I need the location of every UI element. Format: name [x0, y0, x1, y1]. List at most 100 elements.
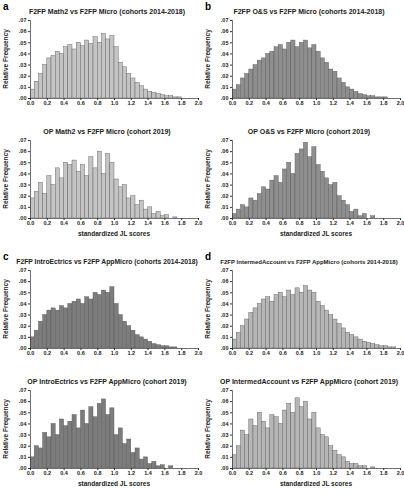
histogram-bar	[333, 450, 337, 468]
histogram-bar	[190, 218, 194, 219]
y-tick-label: .05	[19, 40, 27, 46]
x-axis: 0.00.20.40.60.81.01.21.41.61.82.0	[27, 348, 203, 356]
x-tick: 0.4	[262, 468, 271, 476]
y-tick: .06	[221, 28, 232, 34]
histogram-bar	[299, 42, 303, 98]
histogram-bar	[139, 200, 143, 218]
x-tick: 1.0	[313, 468, 321, 476]
y-tick-label: .07	[221, 17, 229, 23]
y-tick-label: .03	[19, 432, 27, 438]
x-tick: 1.4	[144, 218, 153, 226]
histogram-bar	[329, 69, 333, 98]
histogram-bar	[396, 98, 400, 99]
x-tick-label: 0.6	[77, 100, 85, 106]
x-tick-label: 2.0	[195, 470, 203, 476]
y-tick: .02	[19, 323, 30, 329]
histogram-bar	[312, 292, 316, 348]
x-tick: 0.6	[77, 218, 85, 226]
histogram-bar	[240, 78, 244, 98]
y-tick: .01	[19, 204, 30, 210]
histogram-bar	[148, 207, 152, 218]
y-tick: .07	[19, 17, 30, 23]
x-tick: 0.4	[60, 348, 69, 356]
y-tick-mark	[28, 446, 30, 447]
histogram-bar	[345, 87, 349, 98]
histogram-bar	[173, 217, 177, 218]
x-tick-label: 1.8	[380, 350, 388, 356]
y-tick-mark	[28, 87, 30, 88]
x-tick: 1.6	[363, 218, 371, 226]
histogram-bar	[354, 464, 358, 468]
x-tick: 1.8	[178, 218, 186, 226]
y-tick-mark	[28, 173, 30, 174]
y-tick: .05	[221, 40, 232, 46]
histogram-bar	[324, 310, 328, 348]
y-axis-line	[230, 391, 233, 469]
histogram-bar	[253, 65, 257, 98]
histogram-bar	[274, 417, 278, 468]
x-tick-label: 0.0	[27, 470, 35, 476]
histogram-bar	[366, 468, 370, 469]
histogram-bar	[127, 439, 131, 468]
y-tick-mark	[28, 468, 30, 469]
x-tick: 0.8	[94, 348, 102, 356]
y-tick-mark	[230, 270, 232, 271]
histogram-bar	[55, 435, 59, 468]
x-tick: 0.6	[77, 468, 85, 476]
histogram-bar	[282, 410, 286, 468]
chart-title: F2FP O&S vs F2FP Micro (cohorts 2014-201…	[233, 8, 384, 16]
y-tick: .03	[221, 62, 232, 68]
histogram-bar	[270, 301, 274, 348]
y-tick: .01	[221, 204, 232, 210]
y-axis-line	[28, 141, 31, 219]
y-tick-label: .03	[221, 432, 229, 438]
histogram-bar	[379, 97, 383, 98]
chart-title: F2FP Math2 vs F2FP Micro (cohorts 2014-2…	[29, 8, 185, 16]
x-tick: 0.0	[229, 98, 237, 106]
y-tick-label: .03	[221, 312, 229, 318]
y-axis-line	[230, 21, 233, 99]
plot-area	[30, 399, 173, 468]
histogram-bar	[76, 428, 80, 468]
histogram-bar	[47, 437, 51, 468]
x-tick: 2.0	[397, 98, 404, 106]
histogram-bar	[164, 215, 168, 218]
histogram-bar	[169, 347, 173, 348]
x-axis-title: standardized JL scores	[280, 230, 353, 237]
histogram-bar	[383, 218, 387, 219]
x-tick-label: 0.2	[43, 100, 51, 106]
histogram-bar	[173, 97, 177, 98]
chart: aF2FP Math2 vs F2FP Micro (cohorts 2014-…	[2, 1, 202, 106]
y-tick: .07	[221, 387, 232, 393]
x-tick-label: 0.8	[296, 470, 304, 476]
histogram-bar	[97, 403, 101, 468]
y-tick: .06	[19, 28, 30, 34]
histogram-bar	[375, 97, 379, 98]
y-tick-mark	[230, 140, 232, 141]
histogram-bar	[110, 162, 114, 218]
x-tick-label: 0.0	[27, 100, 35, 106]
x-tick: 0.6	[77, 98, 85, 106]
histogram-bar	[97, 42, 101, 98]
y-axis-line	[230, 271, 233, 349]
y-tick: .06	[221, 278, 232, 284]
y-axis-line	[28, 271, 31, 349]
histogram-bar	[127, 198, 131, 218]
y-tick: .05	[221, 290, 232, 296]
x-tick-label: 0.0	[229, 220, 237, 226]
histogram-bar	[303, 40, 307, 98]
histogram-bar	[249, 419, 253, 468]
y-tick-mark	[230, 292, 232, 293]
histogram-bar	[350, 464, 354, 468]
histogram-bar	[345, 461, 349, 468]
x-tick-label: 0.2	[245, 100, 253, 106]
histogram-bar	[308, 48, 312, 98]
x-tick: 1.6	[363, 348, 371, 356]
y-tick-mark	[28, 140, 30, 141]
y-tick-mark	[28, 42, 30, 43]
x-tick-label: 1.0	[111, 470, 119, 476]
x-tick-label: 0.8	[94, 100, 102, 106]
x-tick: 0.8	[296, 218, 304, 226]
histogram-bar	[379, 346, 383, 348]
histogram-bar	[337, 455, 341, 468]
